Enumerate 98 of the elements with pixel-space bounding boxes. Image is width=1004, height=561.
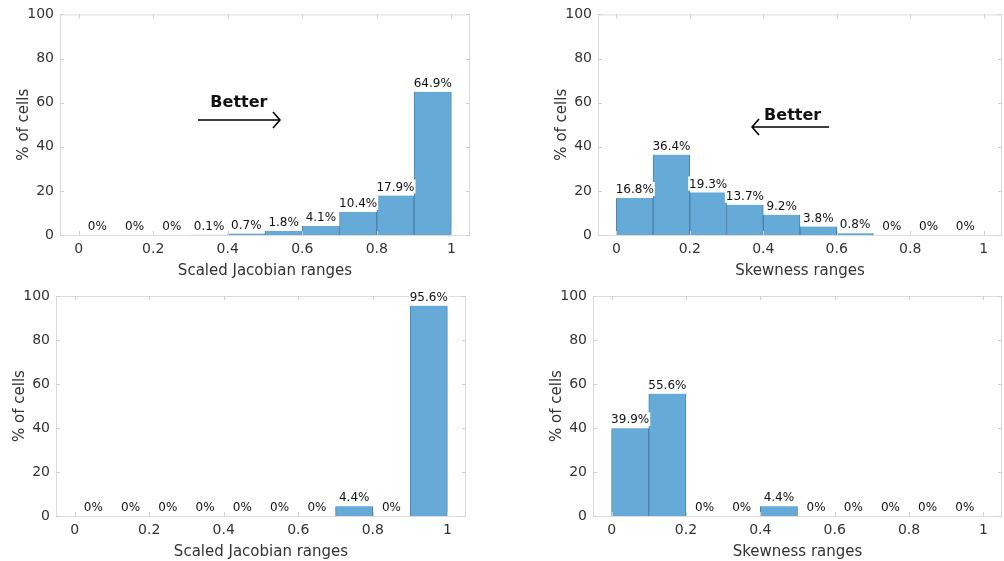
- data-label: 3.8%: [803, 210, 834, 225]
- x-axis-title: Skewness ranges: [735, 260, 866, 279]
- data-label: 0%: [158, 500, 178, 515]
- y-tick-label: 40: [36, 137, 54, 154]
- x-tick-label: 0.6: [825, 240, 848, 257]
- data-label: 16.8%: [615, 182, 654, 197]
- x-tick-label: 1: [978, 521, 988, 538]
- y-tick-label: 20: [569, 462, 587, 479]
- data-label: 0%: [880, 500, 900, 515]
- data-label: 0%: [270, 500, 290, 515]
- x-tick-label: 0: [611, 240, 621, 257]
- y-axis-title: % of cells: [9, 369, 28, 442]
- x-tick-label: 0.4: [749, 521, 772, 538]
- annotation: Better: [764, 105, 822, 125]
- data-label: 0%: [882, 219, 902, 234]
- data-label: 13.7%: [725, 188, 764, 203]
- x-tick-label: 0.4: [212, 521, 235, 538]
- x-axis-title: Scaled Jacobian ranges: [177, 260, 353, 279]
- y-tick-label: 0: [583, 225, 592, 242]
- y-tick-label: 60: [569, 374, 587, 391]
- data-label: 0.7%: [231, 217, 262, 232]
- y-tick-label: 80: [574, 49, 592, 66]
- y-axis-title: % of cells: [13, 88, 32, 161]
- y-tick-label: 40: [574, 137, 592, 154]
- data-label: 0%: [806, 500, 826, 515]
- y-tick-label: 80: [36, 49, 54, 66]
- data-label: 55.6%: [648, 377, 687, 392]
- y-tick-label: 40: [32, 418, 50, 435]
- data-label: 9.2%: [766, 198, 797, 213]
- x-tick-label: 0.8: [365, 240, 388, 257]
- y-tick-label: 60: [574, 93, 592, 110]
- x-tick-label: 0.2: [674, 521, 698, 538]
- y-tick-label: 20: [36, 181, 54, 198]
- data-label: 36.4%: [652, 138, 691, 153]
- x-tick-label: 0.6: [291, 240, 314, 257]
- data-label: 0%: [121, 500, 141, 515]
- x-axis-title: Skewness ranges: [732, 541, 863, 560]
- data-label: 0%: [162, 219, 182, 234]
- y-axis-title: % of cells: [551, 88, 570, 161]
- data-label: 4.4%: [338, 490, 370, 505]
- y-tick-label: 60: [32, 374, 50, 391]
- y-tick-label: 60: [36, 93, 54, 110]
- data-label: 0%: [843, 500, 863, 515]
- x-tick-label: 1: [979, 240, 989, 257]
- y-tick-label: 80: [569, 330, 587, 347]
- x-tick-label: 0.8: [361, 521, 384, 538]
- y-tick-label: 0: [41, 506, 50, 523]
- data-label: 4.4%: [763, 490, 795, 505]
- x-tick-label: 0.4: [752, 240, 775, 257]
- data-label: 0%: [87, 219, 107, 234]
- x-tick-label: 0: [74, 240, 84, 257]
- y-tick-label: 100: [560, 286, 587, 303]
- y-tick-label: 20: [32, 462, 50, 479]
- data-label: 0%: [195, 500, 215, 515]
- data-label: 1.8%: [268, 215, 299, 230]
- data-label: 0%: [232, 500, 252, 515]
- data-label: 0.8%: [839, 217, 871, 232]
- y-tick-label: 20: [574, 181, 592, 198]
- x-tick-label: 1: [442, 521, 452, 538]
- y-tick-label: 80: [32, 330, 50, 347]
- data-label: 95.6%: [409, 289, 448, 304]
- data-label: 0%: [955, 500, 975, 515]
- y-axis-title: % of cells: [546, 369, 565, 442]
- data-label: 0%: [381, 500, 401, 515]
- data-label: 0%: [83, 500, 103, 515]
- x-tick-label: 0.6: [287, 521, 310, 538]
- x-tick-label: 1: [446, 240, 456, 257]
- data-label: 0%: [307, 500, 327, 515]
- annotation: Better: [210, 91, 268, 111]
- x-tick-label: 0: [607, 521, 617, 538]
- y-tick-label: 40: [569, 418, 587, 435]
- data-label: 17.9%: [376, 179, 415, 194]
- data-label: 0%: [919, 219, 939, 234]
- data-label: 4.1%: [305, 210, 337, 225]
- x-tick-label: 0.8: [897, 521, 921, 538]
- x-tick-label: 0.8: [899, 240, 922, 257]
- y-tick-label: 100: [27, 5, 54, 22]
- data-label: 19.3%: [689, 176, 728, 191]
- x-tick-label: 0.6: [823, 521, 846, 538]
- x-axis-title: Scaled Jacobian ranges: [173, 541, 349, 560]
- y-tick-label: 100: [23, 286, 50, 303]
- data-label: 0%: [918, 500, 938, 515]
- y-tick-label: 100: [565, 5, 592, 22]
- y-tick-label: 0: [45, 225, 54, 242]
- data-label: 10.4%: [339, 196, 378, 211]
- data-label: 0%: [955, 219, 975, 234]
- data-label: 0.1%: [193, 218, 225, 233]
- x-tick-label: 0: [70, 521, 80, 538]
- data-label: 0%: [695, 500, 715, 515]
- x-tick-label: 0.2: [142, 240, 165, 257]
- data-label: 39.9%: [611, 412, 650, 427]
- data-label: 0%: [125, 219, 145, 234]
- x-tick-label: 0.2: [138, 521, 161, 538]
- data-label: 0%: [732, 500, 752, 515]
- y-tick-label: 0: [578, 506, 587, 523]
- x-tick-label: 0.2: [678, 240, 701, 257]
- x-tick-label: 0.4: [216, 240, 239, 257]
- data-label: 64.9%: [413, 75, 452, 90]
